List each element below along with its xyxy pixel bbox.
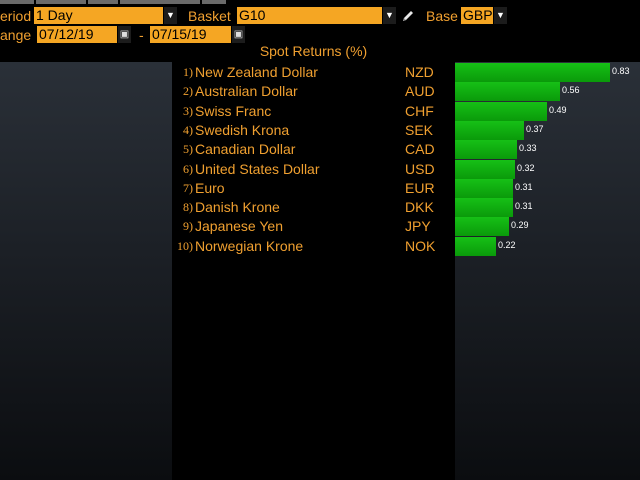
currency-row[interactable]: 7) Euro EUR 0.31 xyxy=(172,178,632,198)
currency-row[interactable]: 6) United States Dollar USD 0.32 xyxy=(172,159,632,179)
rank-label: 1) xyxy=(183,65,193,79)
settings-row-range: ange 07/12/19 ▣ - 07/15/19 ▣ xyxy=(0,25,640,45)
return-bar xyxy=(455,198,513,218)
left-panel xyxy=(0,62,172,480)
rank-label: 10) xyxy=(177,238,193,253)
return-value-label: 0.32 xyxy=(517,162,535,173)
currency-code: CAD xyxy=(405,141,435,158)
period-label: eriod xyxy=(0,8,32,24)
return-value-label: 0.49 xyxy=(549,104,567,115)
currency-name[interactable]: Canadian Dollar xyxy=(195,141,296,158)
range-separator: - xyxy=(139,27,144,43)
return-bar xyxy=(455,159,515,179)
return-bar xyxy=(455,217,509,237)
currency-name[interactable]: Swedish Krona xyxy=(195,121,290,138)
currency-name[interactable]: Australian Dollar xyxy=(195,83,298,100)
return-bar xyxy=(455,140,517,160)
currency-name[interactable]: Swiss Franc xyxy=(195,102,272,119)
rank-label: 8) xyxy=(183,200,193,215)
return-value-label: 0.56 xyxy=(562,85,580,96)
return-bar xyxy=(455,236,496,256)
currency-row[interactable]: 2) Australian Dollar AUD 0.56 xyxy=(172,82,632,102)
return-value-label: 0.33 xyxy=(519,143,537,154)
currency-name[interactable]: United States Dollar xyxy=(195,160,320,177)
currency-name[interactable]: Danish Krone xyxy=(195,199,280,216)
top-tab[interactable] xyxy=(88,0,118,4)
currency-row[interactable]: 3) Swiss Franc CHF 0.49 xyxy=(172,101,632,121)
basket-label: Basket xyxy=(188,8,231,24)
currency-code: NOK xyxy=(405,237,436,254)
return-bar xyxy=(455,178,513,198)
return-value-label: 0.22 xyxy=(498,239,516,250)
currency-code: AUD xyxy=(405,83,435,100)
basket-dropdown-arrow-icon[interactable]: ▼ xyxy=(383,7,396,24)
currency-row[interactable]: 8) Danish Krone DKK 0.31 xyxy=(172,198,632,218)
currency-code: JPY xyxy=(405,218,431,235)
settings-row-period: eriod 1 Day ▼ Basket G10 ▼ Base GBP ▼ xyxy=(0,6,640,26)
rank-label: 2) xyxy=(183,84,193,99)
currency-code: DKK xyxy=(405,199,434,216)
return-value-label: 0.37 xyxy=(526,123,544,134)
currency-name[interactable]: Norwegian Krone xyxy=(195,237,304,254)
rank-label: 5) xyxy=(183,142,193,157)
chart-title: Spot Returns (%) xyxy=(259,43,368,59)
currency-row[interactable]: 5) Canadian Dollar CAD 0.33 xyxy=(172,140,632,160)
base-select[interactable]: GBP xyxy=(461,7,493,24)
return-bar xyxy=(455,120,524,140)
currency-row[interactable]: 9) Japanese Yen JPY 0.29 xyxy=(172,217,632,237)
currency-code: SEK xyxy=(405,121,434,138)
base-dropdown-arrow-icon[interactable]: ▼ xyxy=(494,7,507,24)
range-start-date-field[interactable]: 07/12/19 xyxy=(37,26,117,43)
return-value-label: 0.29 xyxy=(511,220,529,231)
currency-row[interactable]: 4) Swedish Krona SEK 0.37 xyxy=(172,120,632,140)
rank-label: 7) xyxy=(183,180,193,195)
return-bar xyxy=(455,82,560,102)
return-bar xyxy=(455,63,610,82)
currency-code: CHF xyxy=(405,102,434,119)
range-label: ange xyxy=(0,27,32,43)
calendar-end-icon[interactable]: ▣ xyxy=(232,26,245,43)
currency-row[interactable]: 1) New Zealand Dollar NZD 0.83 xyxy=(172,63,632,82)
currency-name[interactable]: Euro xyxy=(195,179,225,196)
top-tab-strip xyxy=(0,0,640,5)
return-value-label: 0.31 xyxy=(515,181,533,192)
currency-name[interactable]: New Zealand Dollar xyxy=(195,64,318,80)
top-tab[interactable] xyxy=(120,0,200,4)
range-end-date-field[interactable]: 07/15/19 xyxy=(150,26,231,43)
top-tab[interactable] xyxy=(0,0,34,4)
period-select[interactable]: 1 Day xyxy=(34,7,163,24)
currency-code: NZD xyxy=(405,64,434,80)
currency-row[interactable]: 10) Norwegian Krone NOK 0.22 xyxy=(172,236,632,256)
currency-code: EUR xyxy=(405,179,435,196)
rank-label: 3) xyxy=(183,103,193,118)
return-value-label: 0.31 xyxy=(515,201,533,212)
currency-code: USD xyxy=(405,160,435,177)
pencil-edit-icon[interactable] xyxy=(401,9,415,23)
base-label: Base xyxy=(426,8,458,24)
rank-label: 6) xyxy=(183,161,193,176)
top-tab[interactable] xyxy=(202,0,226,4)
basket-select[interactable]: G10 xyxy=(237,7,382,24)
return-value-label: 0.83 xyxy=(612,66,630,76)
currency-name[interactable]: Japanese Yen xyxy=(195,218,283,235)
rank-label: 9) xyxy=(183,219,193,234)
return-bar xyxy=(455,101,547,121)
rank-label: 4) xyxy=(183,122,193,137)
calendar-start-icon[interactable]: ▣ xyxy=(118,26,131,43)
period-dropdown-arrow-icon[interactable]: ▼ xyxy=(164,7,177,24)
top-tab[interactable] xyxy=(36,0,86,4)
